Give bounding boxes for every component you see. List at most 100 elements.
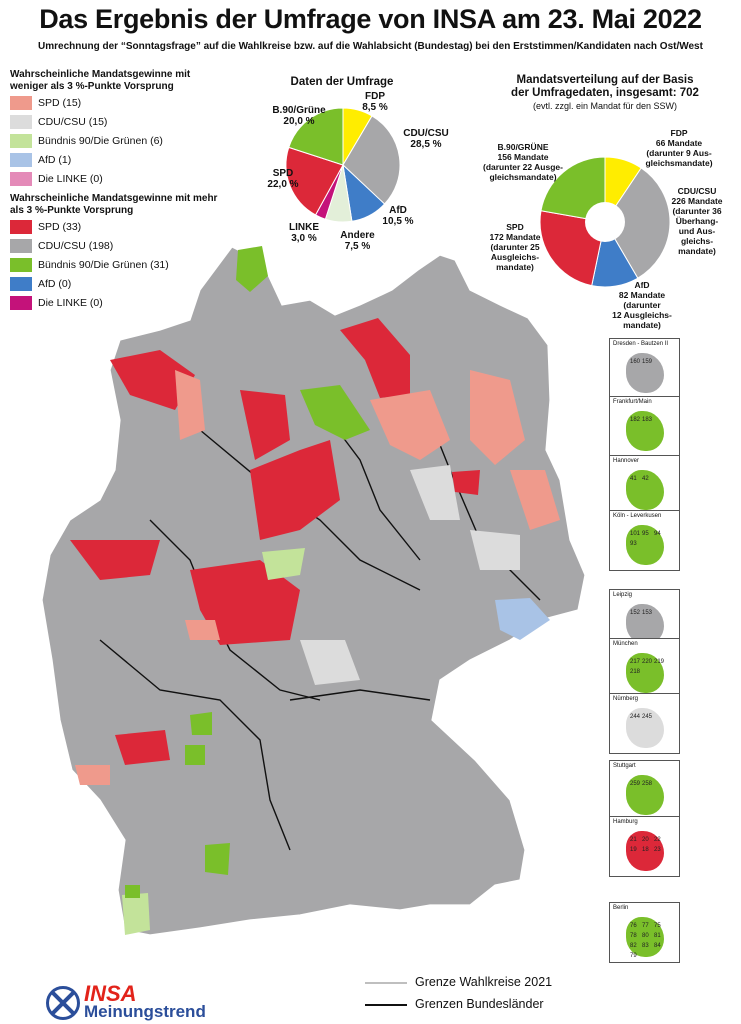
poll-slice-spd: [285, 146, 344, 216]
city-inset-number: 183: [642, 417, 653, 423]
legend-wahlkreise: Grenze Wahlkreise 2021: [415, 975, 553, 989]
legend-weak-item: SPD (15): [10, 93, 220, 112]
seat-hole: [585, 202, 625, 242]
city-inset-number: 75: [654, 923, 661, 929]
city-inset: Berlin 76 77 75 78 80 81 82 83 84 79: [609, 902, 680, 963]
legend-strong-label: CDU/CSU (198): [38, 239, 114, 252]
city-inset-number: 245: [642, 714, 653, 720]
city-inset-number: 95: [642, 531, 649, 537]
city-inset-number: 79: [630, 953, 637, 959]
city-inset-number: 76: [630, 923, 637, 929]
city-inset-number: 94: [654, 531, 661, 537]
legend-weak-item: Bündnis 90/Die Grünen (6): [10, 131, 220, 150]
legend-weak-label: CDU/CSU (15): [38, 115, 108, 128]
city-inset-title: Nürnberg: [613, 696, 639, 702]
city-inset: Hamburg 21 20 22 19 18 23: [609, 816, 680, 877]
legend-weak-item: CDU/CSU (15): [10, 112, 220, 131]
city-inset-number: 20: [642, 837, 649, 843]
seat-label-cducsu: CDU/CSU 226 Mandate (darunter 36 Überhang-u…: [671, 186, 723, 256]
seat-slice-cdu-csu: [604, 167, 671, 279]
legend-bundeslaender: Grenzen Bundesländer: [415, 997, 544, 1011]
city-inset-number: 42: [642, 476, 649, 482]
city-inset-shape: [626, 470, 664, 510]
city-inset: München 217 220 219 218: [609, 638, 680, 699]
city-inset-number: 78: [630, 933, 637, 939]
city-inset-title: Hannover: [613, 458, 640, 464]
city-inset-title: München: [613, 641, 638, 647]
poll-pie-chart: [285, 107, 401, 223]
city-inset-number: 19: [630, 847, 637, 853]
city-inset-number: 81: [654, 933, 661, 939]
poll-label-gruene: B.90/Grüne 20,0 %: [272, 105, 326, 127]
seat-title: Mandatsverteilung auf der Basis der Umfr…: [490, 74, 720, 113]
seat-title-line1: Mandatsverteilung auf der Basis: [516, 74, 694, 86]
seat-label-gruene: B.90/GRÜNE 156 Mandate (darunter 22 Ausge-…: [483, 142, 563, 182]
seat-title-line2: der Umfragedaten, insgesamt: 702: [511, 87, 699, 99]
city-inset-number: 258: [642, 781, 653, 787]
legend-weak-label: Die LINKE (0): [38, 172, 103, 185]
city-inset-number: 220: [642, 659, 653, 665]
logo-brand: INSA: [84, 981, 137, 1006]
seat-donut-chart: [539, 156, 671, 288]
legend-strong-label: Bündnis 90/Die Grünen (31): [38, 258, 169, 271]
legend-weak-item: Die LINKE (0): [10, 169, 220, 188]
legend-weak-heading: Wahrscheinliche Mandatsgewinne mit wenig…: [10, 69, 191, 92]
city-inset: Dresden - Bautzen II 160 159: [609, 338, 680, 399]
seat-label-fdp: FDP 66 Mandate (darunter 9 Aus-gleichsmand…: [645, 128, 713, 168]
legend-strong-swatch: [10, 238, 32, 253]
constituency-highlights: [70, 246, 560, 935]
legend-strong-item: Bündnis 90/Die Grünen (31): [10, 255, 220, 274]
city-inset-title: Dresden - Bautzen II: [613, 341, 669, 347]
insa-logo: INSA Meinungstrend: [46, 981, 206, 1021]
insa-logo-mark-icon: [46, 986, 80, 1020]
poll-label-spd: SPD 22,0 %: [267, 168, 299, 190]
legend-strong-swatch: [10, 276, 32, 291]
seat-label-spd: SPD 172 Mandate (darunter 25 Ausgleichs-man…: [489, 222, 541, 272]
poll-title: Daten der Umfrage: [290, 76, 394, 88]
city-inset-title: Leipzig: [613, 592, 633, 598]
legend-strong-swatch: [10, 257, 32, 272]
poll-slice-cdu-csu: [342, 115, 401, 205]
city-inset-number: 244: [630, 714, 641, 720]
city-inset-shape: [626, 525, 664, 565]
city-inset-number: 101: [630, 531, 641, 537]
city-inset-title: Frankfurt/Main: [613, 399, 652, 405]
city-inset-shape: [626, 411, 664, 451]
city-inset-title: Berlin: [613, 905, 629, 911]
legend-weak-swatch: [10, 95, 32, 110]
city-inset-number: 23: [654, 847, 661, 853]
poll-label-afd: AfD 10,5 %: [382, 205, 414, 227]
city-inset-number: 219: [654, 659, 665, 665]
poll-label-andere: Andere 7,5 %: [340, 230, 375, 252]
legend-strong: Wahrscheinliche Mandatsgewinne mit mehr …: [10, 193, 220, 312]
city-inset-shape: [626, 653, 664, 693]
city-inset-number: 77: [642, 923, 649, 929]
city-inset-title: Hamburg: [613, 819, 638, 825]
page-title: Das Ergebnis der Umfrage von INSA am 23.…: [39, 4, 702, 34]
legend-strong-heading: Wahrscheinliche Mandatsgewinne mit mehr …: [10, 193, 218, 216]
poll-slice-b-90-gr-ne: [288, 107, 344, 166]
legend-strong-label: Die LINKE (0): [38, 296, 103, 309]
city-inset-number: 218: [630, 669, 641, 675]
poll-label-fdp: FDP 8,5 %: [362, 91, 388, 113]
legend-strong-swatch: [10, 219, 32, 234]
legend-strong-label: SPD (33): [38, 220, 82, 233]
germany-map: [41, 246, 586, 936]
poll-label-linke: LINKE 3,0 %: [289, 222, 319, 244]
city-inset-title: Stuttgart: [613, 763, 636, 769]
city-inset: Nürnberg 244 245: [609, 693, 680, 754]
legend-weak-item: AfD (1): [10, 150, 220, 169]
city-inset-number: 259: [630, 781, 641, 787]
page-subtitle: Umrechnung der “Sonntagsfrage” auf die W…: [38, 41, 703, 52]
city-inset-number: 18: [642, 847, 649, 853]
legend-weak-swatch: [10, 133, 32, 148]
city-inset-number: 159: [642, 359, 653, 365]
seat-title-note: (evtl. zzgl. ein Mandat für den SSW): [532, 101, 678, 111]
legend-weak-label: SPD (15): [38, 96, 82, 109]
city-inset-shape: [626, 917, 664, 957]
city-inset-number: 22: [654, 837, 661, 843]
legend-weak: Wahrscheinliche Mandatsgewinne mit wenig…: [10, 69, 220, 188]
city-inset-title: Köln - Leverkusen: [613, 513, 662, 519]
legend-strong-item: CDU/CSU (198): [10, 236, 220, 255]
city-inset-number: 83: [642, 943, 649, 949]
